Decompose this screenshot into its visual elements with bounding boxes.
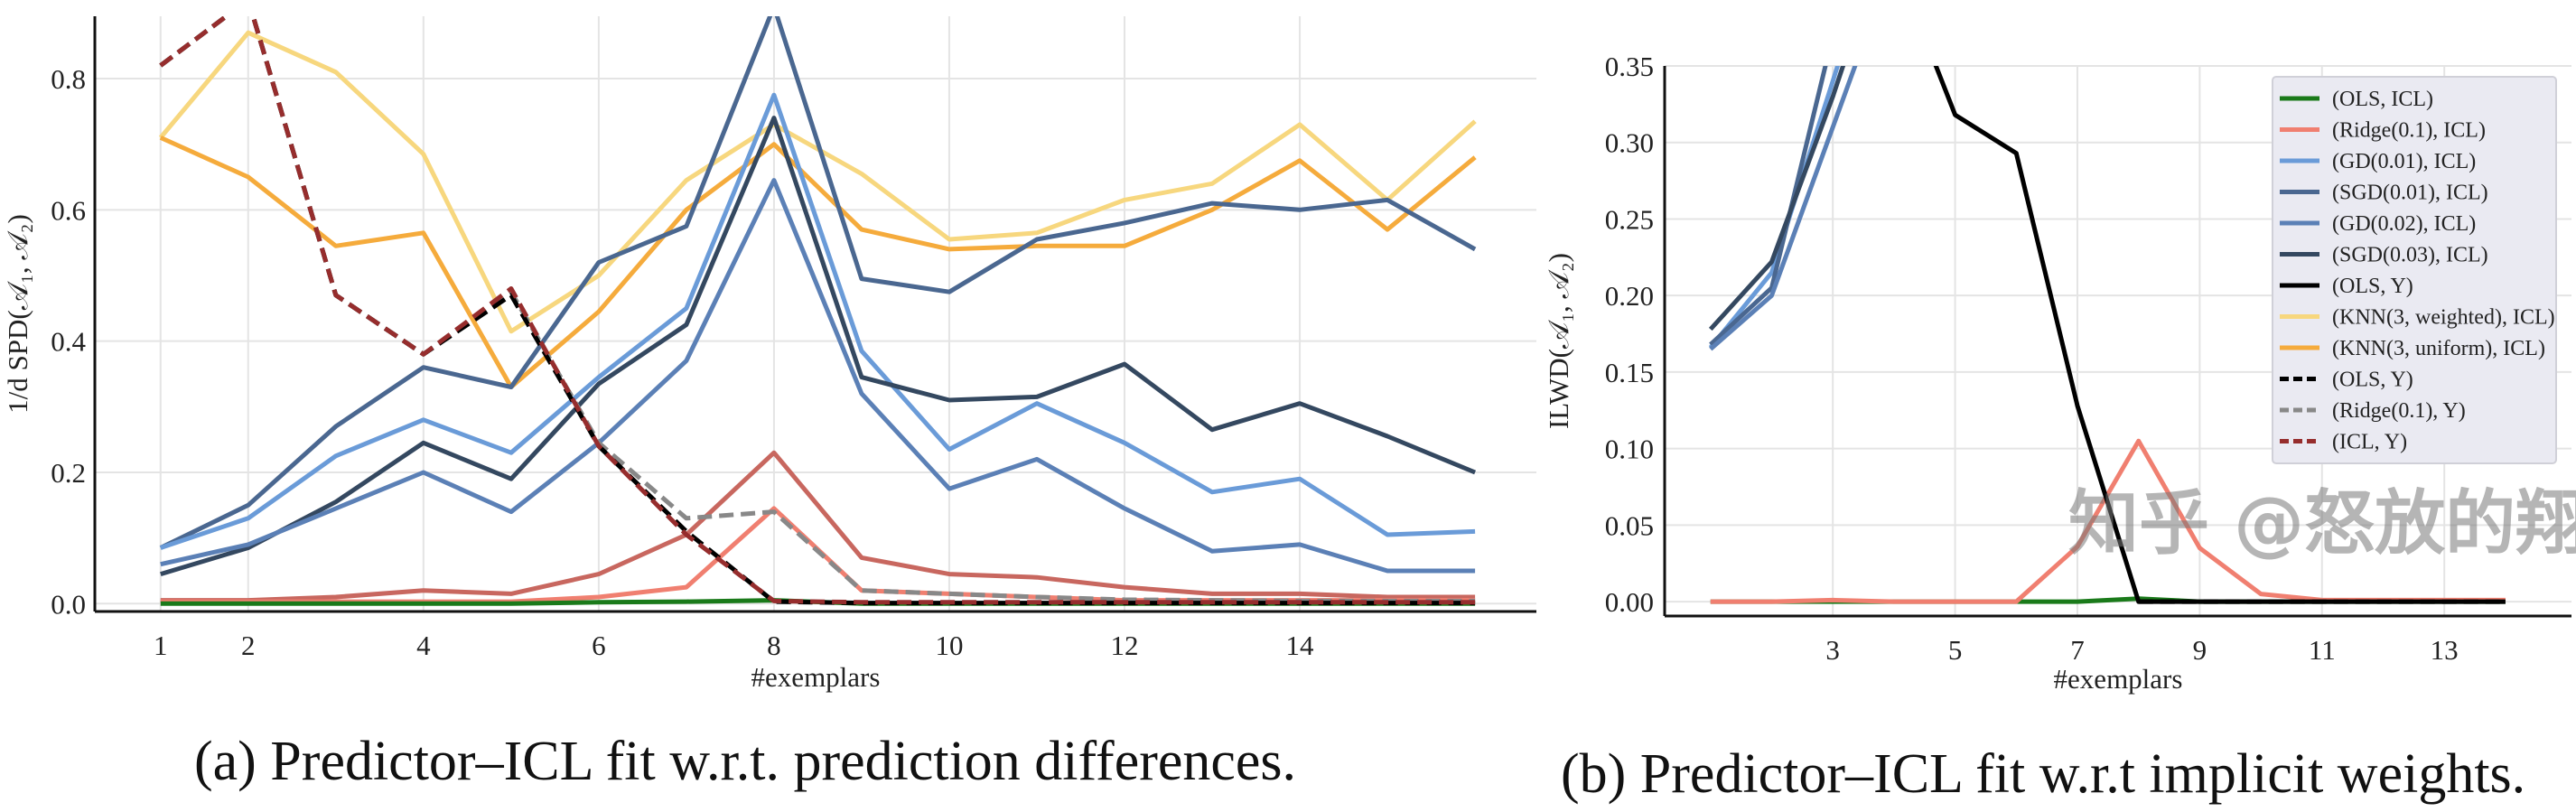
series-line [159,16,1476,605]
legend: (OLS, ICL) (Ridge(0.1), ICL) (GD(0.01), IC… [2272,76,2557,464]
legend-box [2272,76,2557,464]
legend-label: (KNN(3, weighted), ICL) [2332,306,2555,330]
y-tick-label: 0.15 [1605,357,1654,388]
y-tick-label: 0.0 [51,588,86,620]
series-line [160,178,1476,574]
x-tick-label: 11 [2309,634,2336,666]
y-tick-label: 0.20 [1605,280,1654,312]
y-tick-label: 0.10 [1605,434,1654,465]
legend-label: (SGD(0.01), ICL) [2332,182,2488,205]
series-line [160,450,1476,603]
x-axis-label: #exemplars [751,661,881,693]
x-tick-label: 9 [2193,634,2207,666]
legend-label: (OLS, Y) [2332,369,2413,392]
series-line [1709,66,1858,351]
series-line [1933,66,2506,604]
x-tick-label: 4 [416,630,431,661]
legend-label: (ICL, Y) [2332,431,2407,454]
x-tick-label: 14 [1286,630,1315,661]
legend-label: (OLS, ICL) [2332,88,2433,111]
legend-label: (GD(0.01), ICL) [2332,150,2476,173]
x-tick-label: 10 [935,630,963,661]
x-tick-label: 3 [1825,634,1840,666]
legend-label: (SGD(0.03), ICL) [2332,244,2488,267]
y-tick-label: 0.2 [51,457,86,489]
series-line [160,92,1476,550]
legend-label: (GD(0.02), ICL) [2332,212,2476,236]
y-tick-label: 0.25 [1605,203,1654,235]
x-tick-label: 12 [1111,630,1139,661]
series-line [160,116,1477,576]
series-group [1708,66,2506,604]
y-tick-label: 0.35 [1605,51,1654,82]
y-tick-label: 0.8 [51,63,86,95]
x-tick-label: 1 [154,630,168,661]
legend-label: (KNN(3, uniform), ICL) [2332,337,2545,360]
series-line [159,16,1477,550]
series-group [158,16,1477,606]
watermark: 知乎 @怒放的翔 [2068,483,2576,565]
x-tick-label: 13 [2431,634,2459,666]
x-axis-label: #exemplars [2054,663,2183,695]
x-tick-label: 7 [2070,634,2085,666]
x-tick-label: 2 [241,630,256,661]
y-axis-label: 1/d SPD(𝒜₁, 𝒜₂) [2,214,33,414]
x-tick-label: 6 [592,630,606,661]
right-chart: 3 5 7 9 11 13 0.00 0.05 0.10 0.15 0.20 0.25 0.30 0.35… [1543,51,2571,695]
y-tick-label: 0.00 [1605,586,1654,618]
y-axis-label: ILWD(𝒜₁, 𝒜₂) [1543,253,1574,429]
legend-label: (OLS, Y) [2332,275,2413,298]
y-tick-label: 0.4 [51,326,86,358]
legend-label: (Ridge(0.1), ICL) [2332,119,2486,143]
x-tick-label: 8 [767,630,781,661]
y-tick-label: 0.6 [51,194,86,226]
series-line [160,506,1476,604]
left-chart: 1 2 4 6 8 10 12 140.00.20.40.60.8#exemplars1/d … [2,16,1536,693]
series-line [1708,66,1846,331]
legend-label: (Ridge(0.1), Y) [2332,399,2466,423]
x-tick-label: 5 [1948,634,1963,666]
caption-a: (a) Predictor–ICL fit w.r.t. prediction … [194,731,1297,792]
y-tick-label: 0.30 [1605,127,1654,159]
series-line [159,135,1477,389]
caption-b: (b) Predictor–ICL fit w.r.t implicit wei… [1561,743,2526,805]
y-tick-label: 0.05 [1605,509,1654,541]
